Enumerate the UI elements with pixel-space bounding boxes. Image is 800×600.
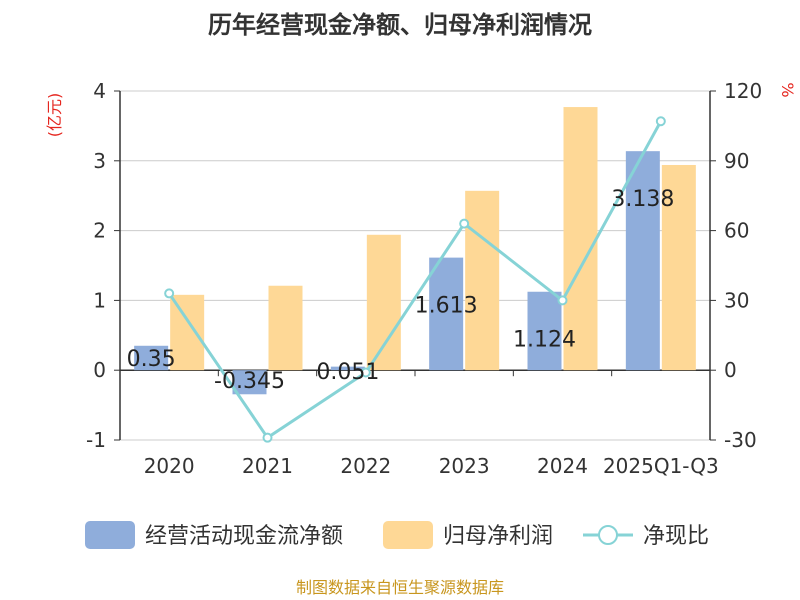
source-note: 制图数据来自恒生聚源数据库 <box>296 578 504 597</box>
x-tick-label: 2022 <box>340 454 391 478</box>
profit-bar <box>661 164 696 371</box>
ratio-line <box>164 116 666 443</box>
left-axis: -1 0 1 2 3 4 <box>86 79 121 452</box>
ratio-point <box>262 432 273 443</box>
legend-label[interactable]: 归母净利润 <box>443 524 553 549</box>
left-tick-label: 0 <box>93 358 106 382</box>
right-axis: -30 0 30 60 90 120 <box>709 79 762 452</box>
bars <box>134 107 696 395</box>
left-tick-label: -1 <box>86 428 106 452</box>
legend[interactable]: 经营活动现金流净额 归母净利润 净现比 <box>85 521 709 549</box>
data-label: 1.124 <box>513 328 576 353</box>
profit-bar <box>366 234 401 371</box>
data-label: 0.051 <box>316 360 379 385</box>
profit-bar <box>563 107 598 371</box>
right-tick-label: 90 <box>724 149 749 173</box>
ratio-point <box>360 367 371 378</box>
left-axis-unit: (亿元) <box>45 93 64 138</box>
left-tick-label: 3 <box>93 149 106 173</box>
legend-marker-icon[interactable] <box>598 525 618 545</box>
ratio-line-path <box>167 120 663 440</box>
chart-title: 历年经营现金净额、归母净利润情况 <box>208 11 592 39</box>
cashflow-bar <box>330 366 365 371</box>
x-tick-label: 2020 <box>144 454 195 478</box>
x-axis: 2020 2021 2022 2023 2024 2025Q1-Q3 <box>120 369 719 478</box>
data-labels: 0.35 -0.345 0.051 1.613 1.124 3.138 <box>127 187 675 394</box>
cashflow-bar <box>134 345 169 371</box>
legend-swatch[interactable] <box>85 521 135 549</box>
profit-bar <box>465 190 500 371</box>
right-tick-label: -30 <box>724 428 757 452</box>
right-tick-label: 0 <box>724 358 737 382</box>
right-tick-label: 120 <box>724 79 762 103</box>
data-label: -0.345 <box>214 369 285 394</box>
right-tick-label: 60 <box>724 219 749 243</box>
ratio-point <box>655 116 666 127</box>
x-tick-label: 2024 <box>537 454 588 478</box>
x-tick-label: 2025Q1-Q3 <box>603 454 719 478</box>
x-tick-label: 2023 <box>439 454 490 478</box>
x-tick-label: 2021 <box>242 454 293 478</box>
data-label: 3.138 <box>611 187 674 212</box>
right-axis-unit: % <box>778 82 797 97</box>
data-label: 0.35 <box>127 347 176 372</box>
cashflow-bar <box>527 291 562 371</box>
left-tick-label: 2 <box>93 219 106 243</box>
ratio-point <box>557 295 568 306</box>
left-tick-label: 4 <box>93 79 106 103</box>
cashflow-bar <box>429 257 464 371</box>
legend-swatch[interactable] <box>383 521 433 549</box>
gridlines <box>120 90 710 441</box>
legend-label[interactable]: 净现比 <box>643 524 709 549</box>
right-tick-label: 30 <box>724 288 749 312</box>
ratio-point <box>164 288 175 299</box>
ratio-point <box>459 218 470 229</box>
left-tick-label: 1 <box>93 288 106 312</box>
cashflow-bar <box>232 370 267 395</box>
data-label: 1.613 <box>415 294 478 319</box>
legend-label[interactable]: 经营活动现金流净额 <box>145 524 343 549</box>
profit-bar <box>268 285 303 371</box>
cashflow-bar <box>625 151 660 371</box>
profit-bar <box>170 294 205 371</box>
